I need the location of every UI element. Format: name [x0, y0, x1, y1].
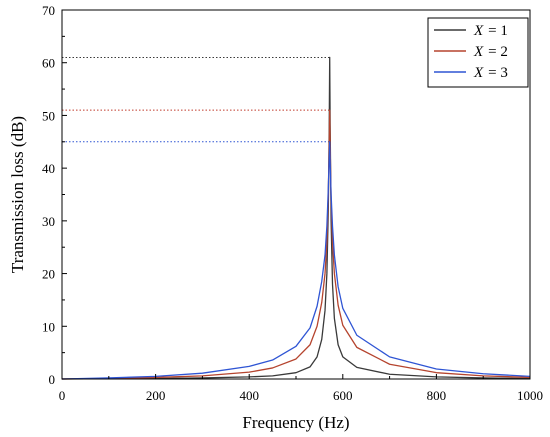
legend-variable: X — [473, 23, 484, 39]
x-axis-title: Frequency (Hz) — [242, 413, 349, 432]
legend: X = 1X = 2X = 3 — [427, 17, 529, 88]
x-tick-label: 200 — [146, 388, 166, 403]
series-line — [61, 141, 531, 380]
y-tick-label: 40 — [42, 161, 55, 176]
y-axis-title: Transmission loss (dB) — [8, 116, 27, 273]
legend-value: = 1 — [488, 23, 508, 39]
x-tick-label: 400 — [239, 388, 259, 403]
y-tick-label: 50 — [42, 108, 55, 123]
series-line — [61, 56, 531, 380]
legend-label: X = 3 — [473, 65, 508, 81]
y-axis-ticks: 0 10 20 30 40 50 60 70 — [42, 3, 67, 387]
x-tick-label: 1000 — [517, 388, 543, 403]
legend-label: X = 1 — [473, 23, 508, 39]
y-tick-label: 70 — [42, 3, 55, 18]
legend-value: = 2 — [488, 44, 508, 60]
y-tick-label: 0 — [49, 372, 56, 387]
legend-label: X = 2 — [473, 44, 508, 60]
legend-variable: X — [473, 65, 484, 81]
legend-value: = 3 — [488, 65, 508, 81]
legend-variable: X — [473, 44, 484, 60]
y-tick-label: 30 — [42, 214, 55, 229]
y-tick-label: 10 — [42, 319, 55, 334]
reference-lines — [62, 56, 330, 143]
x-tick-label: 0 — [59, 388, 66, 403]
series-line — [61, 109, 531, 380]
x-tick-label: 600 — [333, 388, 353, 403]
y-tick-label: 60 — [42, 56, 55, 71]
x-tick-label: 800 — [427, 388, 447, 403]
x-axis-ticks: 0 200 400 600 800 1000 — [59, 374, 543, 403]
y-tick-label: 20 — [42, 267, 55, 282]
series-lines — [61, 56, 531, 380]
